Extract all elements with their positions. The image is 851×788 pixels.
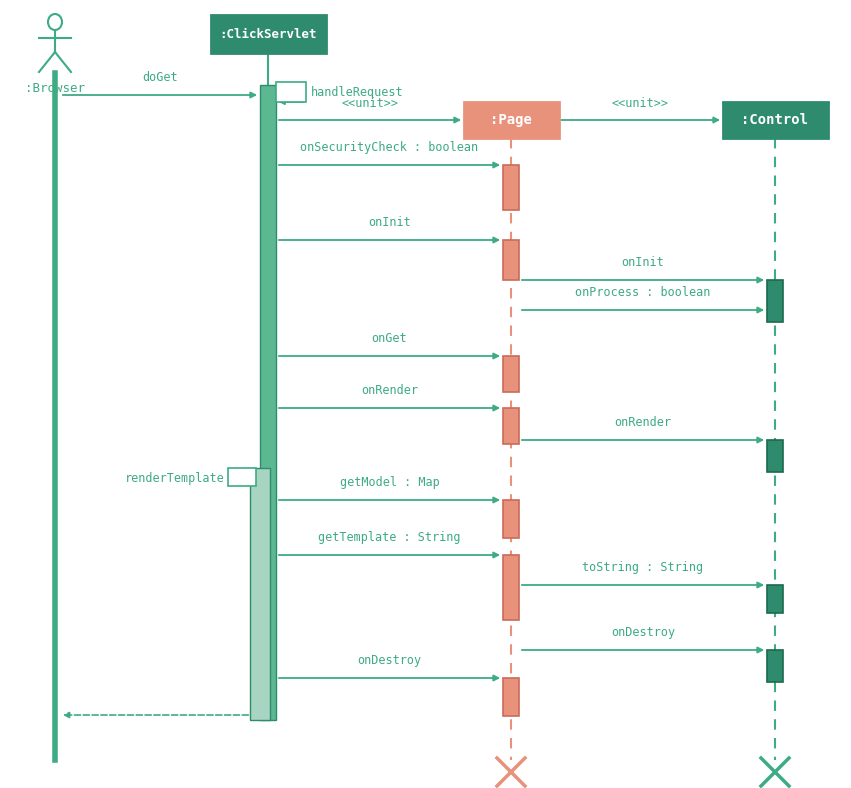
Text: onRender: onRender (614, 416, 671, 429)
Text: onDestroy: onDestroy (357, 654, 421, 667)
Text: renderTemplate: renderTemplate (125, 472, 225, 485)
FancyBboxPatch shape (503, 555, 519, 620)
Text: onRender: onRender (361, 384, 418, 397)
FancyBboxPatch shape (211, 15, 326, 53)
FancyBboxPatch shape (767, 440, 783, 472)
Text: <<unit>>: <<unit>> (341, 97, 398, 110)
FancyBboxPatch shape (503, 678, 519, 716)
Text: <<unit>>: <<unit>> (612, 97, 669, 110)
Text: onProcess : boolean: onProcess : boolean (575, 286, 711, 299)
Text: :ClickServlet: :ClickServlet (220, 28, 317, 40)
FancyBboxPatch shape (250, 468, 270, 720)
Text: getModel : Map: getModel : Map (340, 476, 439, 489)
Text: :Browser: :Browser (25, 82, 85, 95)
FancyBboxPatch shape (464, 102, 559, 138)
FancyBboxPatch shape (503, 240, 519, 280)
FancyBboxPatch shape (503, 408, 519, 444)
Text: onSecurityCheck : boolean: onSecurityCheck : boolean (300, 141, 478, 154)
FancyBboxPatch shape (503, 356, 519, 392)
Text: handleRequest: handleRequest (311, 86, 403, 98)
FancyBboxPatch shape (723, 102, 828, 138)
FancyBboxPatch shape (503, 500, 519, 538)
Text: doGet: doGet (142, 71, 178, 84)
Text: :Control: :Control (741, 113, 808, 127)
Text: onInit: onInit (368, 216, 411, 229)
Text: getTemplate : String: getTemplate : String (318, 531, 460, 544)
FancyBboxPatch shape (767, 585, 783, 613)
Text: toString : String: toString : String (582, 561, 704, 574)
FancyBboxPatch shape (503, 165, 519, 210)
Text: onGet: onGet (372, 332, 408, 345)
Text: onInit: onInit (621, 256, 665, 269)
Text: onDestroy: onDestroy (611, 626, 675, 639)
Text: :Page: :Page (490, 113, 532, 127)
FancyBboxPatch shape (260, 85, 276, 720)
FancyBboxPatch shape (228, 468, 256, 486)
FancyBboxPatch shape (276, 82, 306, 102)
FancyBboxPatch shape (767, 280, 783, 322)
FancyBboxPatch shape (767, 650, 783, 682)
